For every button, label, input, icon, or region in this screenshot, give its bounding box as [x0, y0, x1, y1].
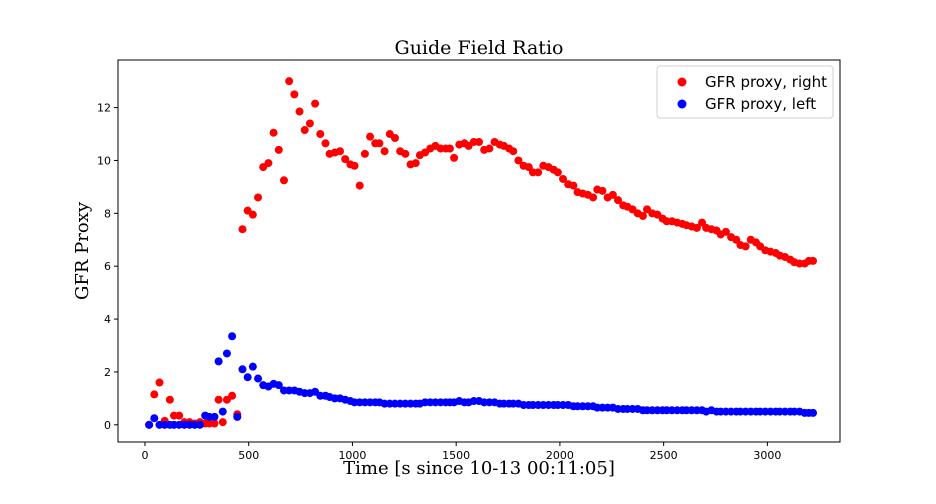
data-point [300, 126, 309, 135]
data-point [445, 144, 454, 153]
chart-title: Guide Field Ratio [395, 37, 564, 59]
y-tick-label: 0 [104, 419, 111, 432]
data-point [305, 119, 314, 128]
legend-box [656, 65, 834, 119]
data-point [375, 139, 384, 148]
x-tick-label: 2000 [546, 449, 574, 462]
data-point [485, 144, 494, 153]
x-tick-label: 2500 [650, 449, 678, 462]
data-point [350, 161, 359, 170]
data-point [210, 419, 219, 428]
data-point [335, 147, 344, 156]
data-point [355, 181, 364, 190]
y-axis-title: GFR Proxy [72, 201, 93, 300]
data-point [228, 332, 237, 341]
data-point [254, 374, 263, 383]
data-point [285, 77, 294, 86]
x-tick-label: 3000 [753, 449, 781, 462]
data-point [238, 225, 247, 234]
data-point [638, 211, 647, 220]
data-point [534, 168, 543, 177]
data-point [614, 196, 623, 205]
data-point [274, 145, 283, 154]
x-tick-label: 1500 [442, 449, 470, 462]
data-point [721, 227, 730, 236]
data-point [175, 411, 184, 420]
data-point [390, 133, 399, 142]
data-point [222, 349, 231, 358]
y-tick-label: 2 [104, 366, 111, 379]
data-point [155, 378, 164, 387]
legend-label-right: GFR proxy, right [705, 73, 827, 91]
data-point [809, 256, 818, 265]
data-point [248, 210, 257, 219]
data-point [809, 408, 818, 417]
data-point [295, 107, 304, 116]
data-point [598, 186, 607, 195]
data-point [366, 132, 375, 141]
data-point [233, 412, 242, 421]
y-axis-ticks: 0 2 4 6 8 10 12 [97, 102, 118, 432]
x-tick-label: 1000 [338, 449, 366, 462]
legend-marker-right [677, 77, 687, 87]
data-point [380, 147, 389, 156]
data-point [290, 90, 299, 99]
data-point [150, 414, 159, 423]
legend-label-left: GFR proxy, left [705, 95, 816, 113]
data-point [589, 193, 598, 202]
data-point [150, 390, 159, 399]
data-point [165, 395, 174, 404]
y-tick-label: 8 [104, 207, 111, 220]
data-point [243, 373, 252, 382]
data-point [741, 242, 750, 251]
y-tick-label: 6 [104, 260, 111, 273]
data-point [401, 149, 410, 158]
data-point [145, 420, 154, 429]
x-tick-label: 0 [141, 449, 148, 462]
data-point [269, 128, 278, 137]
data-point [279, 176, 288, 185]
data-point [238, 365, 247, 374]
plot-area-frame [117, 59, 841, 443]
y-tick-label: 10 [97, 154, 111, 167]
data-point [274, 381, 283, 390]
data-point [218, 418, 227, 427]
legend-marker-left [677, 99, 687, 109]
x-axis-title: Time [s since 10-13 00:11:05] [343, 458, 615, 479]
data-point [341, 155, 350, 164]
data-point [264, 159, 273, 168]
y-tick-label: 12 [97, 102, 111, 115]
series-right [145, 77, 818, 429]
data-point [514, 156, 523, 165]
data-point [559, 174, 568, 183]
data-point [475, 137, 483, 146]
data-point [210, 412, 219, 421]
data-point [214, 395, 223, 404]
data-point [214, 357, 223, 366]
data-point [450, 153, 459, 162]
data-point [316, 130, 325, 139]
legend: GFR proxy, right GFR proxy, left [656, 65, 834, 119]
data-point [228, 391, 237, 400]
data-point [569, 181, 578, 190]
data-point [195, 420, 204, 429]
data-point [608, 190, 617, 199]
data-point [411, 159, 420, 168]
data-point [218, 407, 227, 416]
data-point [692, 223, 701, 232]
data-point [321, 139, 330, 148]
series-left [145, 332, 818, 429]
y-tick-label: 4 [104, 313, 111, 326]
data-point [254, 193, 263, 202]
data-point [311, 99, 320, 108]
x-axis-ticks: 0 500 1000 1500 2000 2500 3000 [141, 442, 781, 462]
data-point [248, 362, 257, 371]
data-point [509, 147, 518, 156]
data-point [553, 168, 562, 177]
data-point [360, 149, 369, 158]
x-tick-label: 500 [238, 449, 259, 462]
data-points [145, 77, 818, 429]
